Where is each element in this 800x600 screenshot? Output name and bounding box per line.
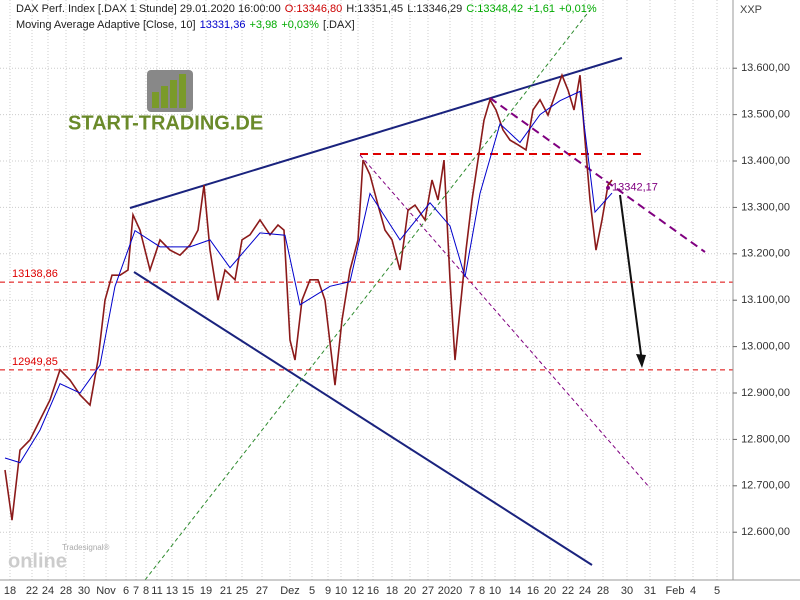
x-tick-label: Nov <box>96 585 116 597</box>
y-tick-label: 13.500,00 <box>741 109 790 121</box>
logo-bar <box>179 74 186 108</box>
x-tick-label: 14 <box>509 585 521 597</box>
x-tick-label: 5 <box>714 585 720 597</box>
x-tick-label: 7 <box>133 585 139 597</box>
series-line <box>4 90 613 464</box>
x-tick-label: 21 <box>220 585 232 597</box>
brand: Tradesignal® <box>62 543 110 552</box>
logo: START-TRADING.DE <box>68 70 263 134</box>
logo-text: START-TRADING.DE <box>68 112 263 134</box>
series-line <box>4 72 613 521</box>
y-tick-label: 12.800,00 <box>741 433 790 445</box>
header-text: +0,03% <box>281 19 319 31</box>
header-text: +3,98 <box>249 19 277 31</box>
x-tick-label: 30 <box>621 585 633 597</box>
y-tick-label: 13.300,00 <box>741 201 790 213</box>
x-tick-label: 10 <box>489 585 501 597</box>
header-text: +0,01% <box>559 3 597 15</box>
x-tick-label: 6 <box>123 585 129 597</box>
y-tick-label: 12.600,00 <box>741 526 790 538</box>
y-tick-label: 13.200,00 <box>741 248 790 260</box>
logo-bar <box>152 92 159 108</box>
level-label: 13138,86 <box>12 268 58 280</box>
x-tick-label: 16 <box>367 585 379 597</box>
x-tick-label: 8 <box>479 585 485 597</box>
x-tick-label: 27 <box>422 585 434 597</box>
trend-line <box>489 97 706 253</box>
trend-line <box>129 57 623 209</box>
header-text: +1,61 <box>527 3 555 15</box>
x-tick-label: 13 <box>166 585 178 597</box>
x-tick-label: 18 <box>4 585 16 597</box>
x-tick-label: 9 <box>325 585 331 597</box>
x-tick-label: 8 <box>143 585 149 597</box>
level-label: 12949,85 <box>12 356 58 368</box>
x-tick-label: Feb <box>666 585 685 597</box>
x-tick-label: 15 <box>182 585 194 597</box>
y-tick-label: 13.100,00 <box>741 294 790 306</box>
x-tick-label: 10 <box>335 585 347 597</box>
x-tick-label: 27 <box>256 585 268 597</box>
x-tick-label: 12 <box>352 585 364 597</box>
x-tick-label: 19 <box>200 585 212 597</box>
header-text: H:13351,45 <box>346 3 403 15</box>
last-price-label: 13342,17 <box>612 182 658 194</box>
arrow <box>619 194 643 363</box>
y-tick-label: 12.900,00 <box>741 387 790 399</box>
header-text: Moving Average Adaptive [Close, 10] <box>16 19 196 31</box>
last-price <box>606 185 610 190</box>
x-tick-label: 25 <box>236 585 248 597</box>
y-tick-label: 13.400,00 <box>741 155 790 167</box>
header-text: [.DAX] <box>323 19 355 31</box>
header-text: DAX Perf. Index [.DAX 1 Stunde] 29.01.20… <box>16 3 281 15</box>
x-tick-label: 30 <box>78 585 90 597</box>
x-tick-label: 20 <box>544 585 556 597</box>
trend-line <box>144 9 591 581</box>
x-tick-label: 28 <box>597 585 609 597</box>
x-tick-label: 22 <box>26 585 38 597</box>
header-text: L:13346,29 <box>407 3 462 15</box>
logo-bar <box>170 80 177 108</box>
trend-line <box>133 271 593 566</box>
y-tick-label: 12.700,00 <box>741 480 790 492</box>
y-tick-label: 13.600,00 <box>741 62 790 74</box>
x-tick-label: Dez <box>280 585 300 597</box>
legend: DAX Perf. Index [.DAX 1 Stunde] 29.01.20… <box>16 3 597 31</box>
x-tick-label: 18 <box>386 585 398 597</box>
x-tick-label: 22 <box>562 585 574 597</box>
header-text: O:13346,80 <box>285 3 343 15</box>
x-tick-label: 2020 <box>438 585 462 597</box>
x-tick-label: 5 <box>309 585 315 597</box>
arrow-head <box>636 354 646 368</box>
x-tick-label: 31 <box>644 585 656 597</box>
x-tick-label: 11 <box>151 585 162 597</box>
x-tick-label: 7 <box>469 585 475 597</box>
header-text: 13331,36 <box>200 19 246 31</box>
plot: 13138,86 12949,85 13342,17 <box>0 72 733 521</box>
y-tick-label: 13.000,00 <box>741 341 790 353</box>
x-tick-label: 24 <box>42 585 54 597</box>
x-tick-label: 24 <box>579 585 591 597</box>
brand-name: online <box>8 550 67 572</box>
logo-bar <box>161 86 168 108</box>
x-tick-label: 20 <box>404 585 416 597</box>
header-text: C:13348,42 <box>466 3 523 15</box>
x-tick-label: 16 <box>527 585 539 597</box>
x-tick-label: 28 <box>60 585 72 597</box>
symbol: XXP <box>740 4 762 16</box>
x-tick-label: 4 <box>690 585 696 597</box>
